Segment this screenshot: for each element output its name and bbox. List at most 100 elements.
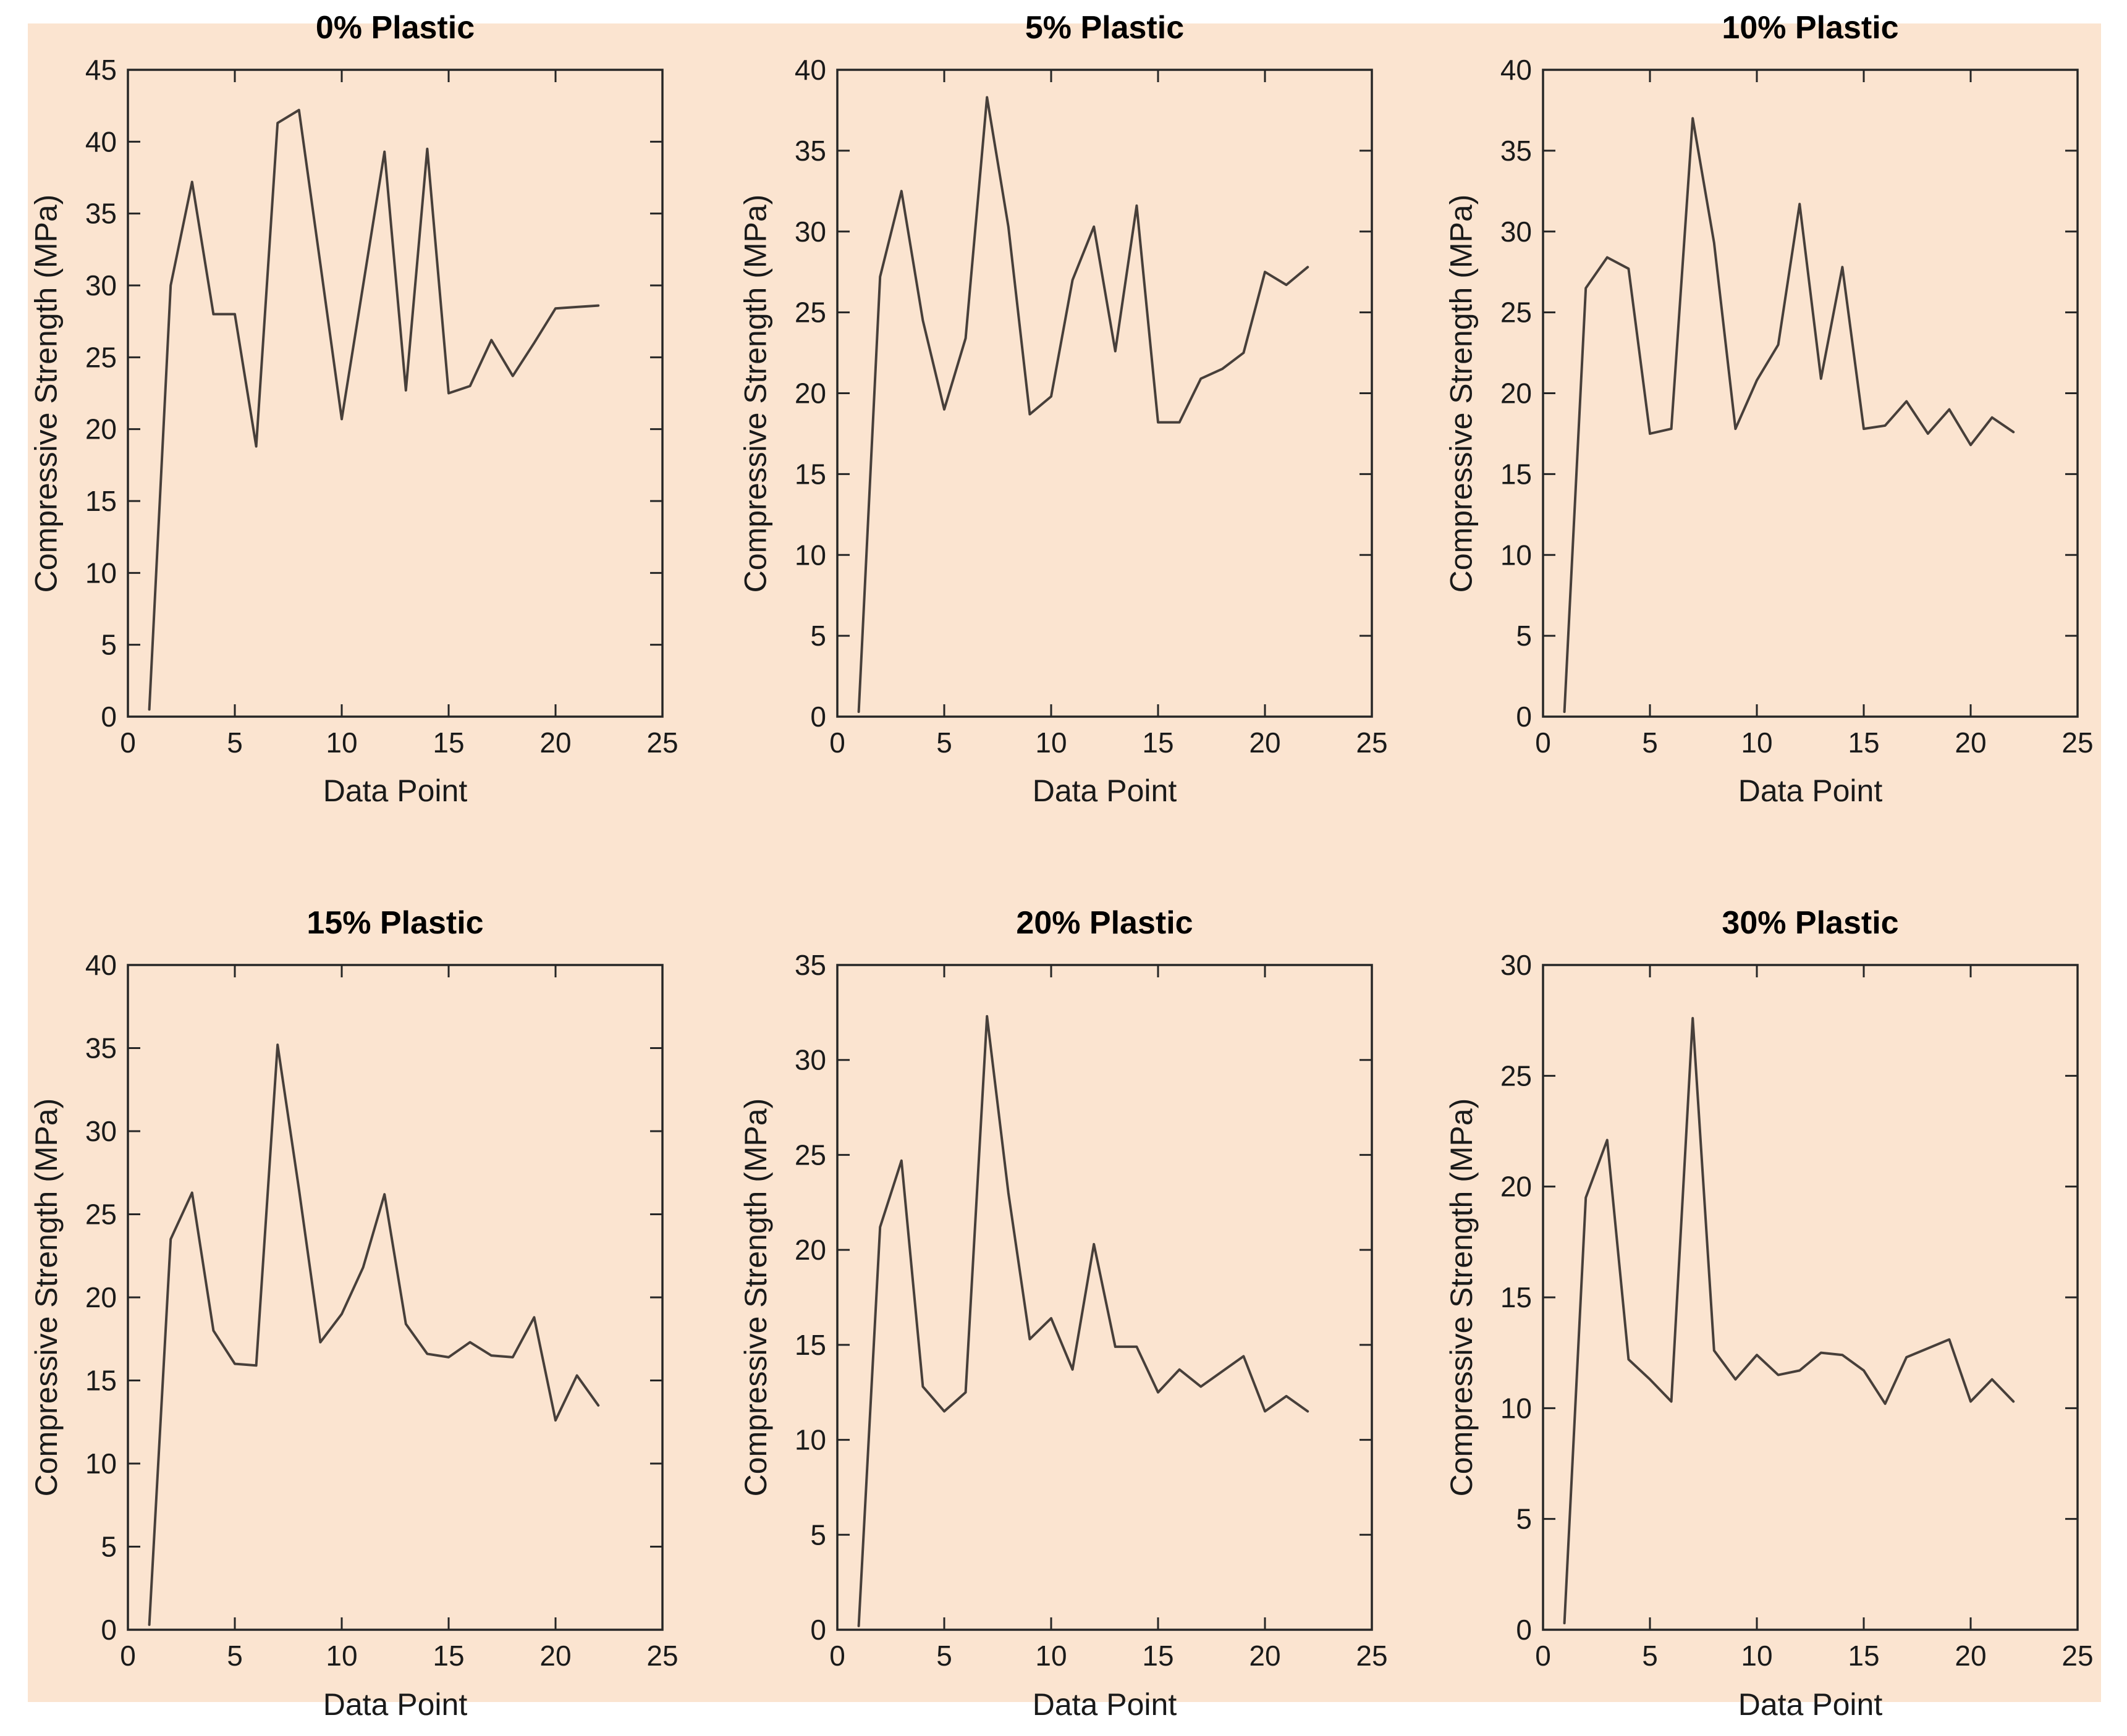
x-tick-label: 0	[829, 1640, 845, 1672]
x-tick-label: 5	[1642, 1640, 1658, 1672]
x-tick-label: 20	[1249, 727, 1280, 759]
axes-box	[127, 69, 664, 718]
x-tick-label: 25	[646, 727, 678, 759]
y-tick-label: 15	[1500, 1281, 1532, 1313]
plot-title: 10% Plastic	[1722, 10, 1899, 46]
x-tick-label: 25	[1356, 727, 1387, 759]
x-tick-label: 20	[539, 727, 571, 759]
y-tick-label: 0	[1516, 1614, 1532, 1646]
y-tick-label: 5	[101, 1531, 117, 1563]
y-tick-label: 30	[795, 216, 826, 248]
x-tick-label: 5	[227, 1640, 243, 1672]
y-tick-label: 25	[1500, 1060, 1532, 1092]
x-tick-label: 25	[1356, 1640, 1387, 1672]
subplot-10pct-plastic: 0 5 10 15 20 25 0 5 10 15 20 25 30 35 40 10% Plastic C…	[1438, 8, 2105, 809]
x-axis-label: Data Point	[1738, 1687, 1883, 1722]
plot-area-15pct: 0 5 10 15 20 25 0 5 10 15 20 25 30 35 40	[85, 949, 679, 1672]
x-tick-label: 25	[646, 1640, 678, 1672]
y-tick-label: 15	[85, 485, 117, 517]
y-tick-label: 35	[85, 198, 117, 230]
x-tick-label: 20	[1955, 1640, 1986, 1672]
plot-title: 15% Plastic	[307, 905, 484, 941]
plot-area-5pct: 0 5 10 15 20 25 0 5 10 15 20 25 30 35 40	[795, 54, 1388, 759]
y-tick-label: 5	[1516, 620, 1532, 652]
x-tick-label: 0	[120, 1640, 136, 1672]
y-tick-label: 10	[1500, 1392, 1532, 1424]
x-tick-label: 15	[433, 1640, 464, 1672]
y-tick-label: 40	[85, 949, 117, 981]
x-tick-label: 25	[2061, 1640, 2093, 1672]
y-tick-label: 0	[101, 1614, 117, 1646]
x-tick-label: 5	[227, 727, 243, 759]
x-tick-label: 20	[1249, 1640, 1280, 1672]
x-tick-label: 10	[326, 1640, 357, 1672]
plot-area-0pct: 0 5 10 15 20 25 0 5 10 15 20 25 30 35 40 45	[85, 54, 679, 759]
axes-box	[836, 964, 1373, 1631]
subplot-0pct-plastic: 0 5 10 15 20 25 0 5 10 15 20 25 30 35 40 45 0% Plastic …	[23, 8, 690, 809]
y-tick-label: 10	[795, 539, 826, 571]
y-tick-label: 35	[1500, 135, 1532, 167]
x-tick-label: 10	[1741, 727, 1772, 759]
x-tick-label: 20	[1955, 727, 1986, 759]
data-line	[857, 96, 1309, 714]
data-line	[1563, 117, 2015, 714]
plot-area-10pct: 0 5 10 15 20 25 0 5 10 15 20 25 30 35 40	[1500, 54, 2094, 759]
x-tick-label: 10	[326, 727, 357, 759]
axes-box	[836, 69, 1373, 718]
y-tick-label: 20	[85, 1281, 117, 1313]
y-tick-label: 20	[1500, 1171, 1532, 1203]
subplot-20pct-plastic: 0 5 10 15 20 25 0 5 10 15 20 25 30 35 20% Plastic Com…	[732, 903, 1400, 1722]
y-tick-label: 35	[795, 949, 826, 981]
y-tick-label: 35	[795, 135, 826, 167]
y-tick-label: 10	[795, 1424, 826, 1456]
y-axis-label: Compressive Strength (MPa)	[29, 1098, 64, 1497]
y-tick-label: 25	[85, 1199, 117, 1231]
y-axis-label: Compressive Strength (MPa)	[28, 194, 64, 593]
y-tick-label: 20	[795, 1234, 826, 1266]
subplot-15pct-plastic: 0 5 10 15 20 25 0 5 10 15 20 25 30 35 40 15% Plastic C…	[23, 903, 690, 1722]
y-tick-label: 15	[795, 1329, 826, 1361]
axes-box	[1542, 69, 2079, 718]
plot-area-20pct: 0 5 10 15 20 25 0 5 10 15 20 25 30 35	[795, 949, 1388, 1672]
x-tick-label: 10	[1035, 727, 1067, 759]
y-tick-label: 40	[85, 125, 117, 158]
data-line	[148, 1043, 600, 1626]
x-tick-label: 5	[1642, 727, 1658, 759]
x-tick-label: 5	[936, 1640, 952, 1672]
x-tick-label: 0	[829, 727, 845, 759]
x-tick-label: 15	[433, 727, 464, 759]
x-tick-label: 20	[539, 1640, 571, 1672]
data-line	[1563, 1017, 2015, 1625]
data-line	[857, 1015, 1309, 1627]
y-tick-label: 0	[810, 1614, 826, 1646]
y-tick-label: 40	[795, 54, 826, 86]
x-axis-label: Data Point	[323, 1687, 468, 1722]
y-tick-label: 20	[85, 413, 117, 445]
y-tick-label: 45	[85, 54, 117, 86]
y-tick-label: 15	[795, 458, 826, 490]
x-tick-label: 15	[1848, 1640, 1879, 1672]
y-tick-label: 20	[1500, 377, 1532, 410]
y-tick-label: 0	[1516, 701, 1532, 733]
figure-background	[28, 23, 2101, 1702]
subplot-5pct-plastic: 0 5 10 15 20 25 0 5 10 15 20 25 30 35 40 5% Plastic Co…	[732, 8, 1400, 809]
plot-title: 20% Plastic	[1016, 905, 1193, 941]
y-tick-label: 25	[795, 1139, 826, 1171]
y-tick-label: 30	[85, 1115, 117, 1147]
y-tick-label: 20	[795, 377, 826, 410]
plot-title: 5% Plastic	[1025, 10, 1185, 46]
y-tick-label: 25	[1500, 297, 1532, 329]
y-tick-label: 0	[810, 701, 826, 733]
y-tick-label: 5	[101, 629, 117, 661]
y-tick-label: 30	[1500, 216, 1532, 248]
y-tick-label: 25	[85, 341, 117, 373]
y-tick-label: 5	[810, 620, 826, 652]
y-tick-label: 30	[1500, 949, 1532, 981]
y-axis-label: Compressive Strength (MPa)	[1444, 194, 1479, 593]
x-tick-label: 10	[1741, 1640, 1772, 1672]
y-tick-label: 25	[795, 297, 826, 329]
x-tick-label: 5	[936, 727, 952, 759]
x-tick-label: 15	[1848, 727, 1879, 759]
y-tick-label: 10	[85, 557, 117, 589]
plot-area-30pct: 0 5 10 15 20 25 0 5 10 15 20 25 30	[1500, 949, 2094, 1672]
